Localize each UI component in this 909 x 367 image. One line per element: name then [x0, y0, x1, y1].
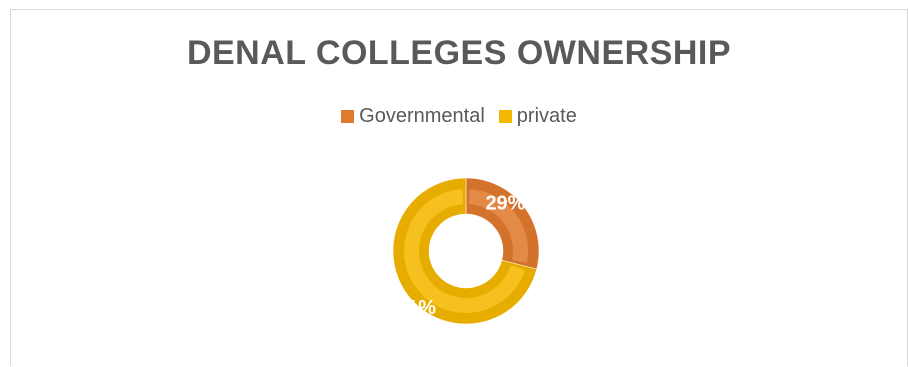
- legend-item-private: private: [498, 105, 577, 128]
- legend-item-governmental: Governmental: [341, 105, 485, 128]
- legend-swatch-private: [498, 110, 512, 123]
- chart-frame: DENAL COLLEGES OWNERSHIP Governmental pr…: [10, 9, 908, 366]
- donut-chart: 29% 71%: [392, 177, 540, 325]
- data-label-private: 71%: [396, 297, 436, 319]
- donut-slices: [392, 177, 540, 325]
- chart-title: DENAL COLLEGES OWNERSHIP: [186, 34, 732, 72]
- legend-label-governmental: Governmental: [359, 105, 485, 127]
- legend-label-private: private: [516, 105, 577, 127]
- donut-data-labels: 29% 71%: [396, 192, 526, 319]
- legend-swatch-governmental: [341, 110, 355, 123]
- data-label-governmental: 29%: [485, 192, 525, 214]
- chart-legend: Governmental private: [11, 105, 907, 128]
- donut-slice-bevel-governmental: [468, 189, 528, 263]
